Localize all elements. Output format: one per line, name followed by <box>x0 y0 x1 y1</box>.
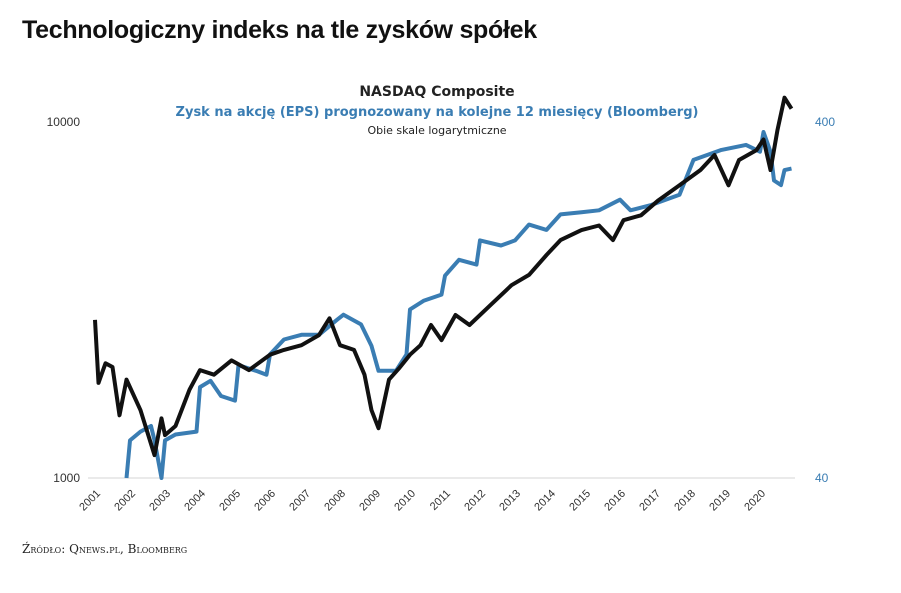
x-tick-label-2004: 2004 <box>182 488 208 514</box>
x-tick-label-2002: 2002 <box>112 488 138 514</box>
x-tick-label-2020: 2020 <box>742 488 768 514</box>
y-left-tick-1000: 1000 <box>53 471 80 485</box>
x-tick-label-2005: 2005 <box>217 488 243 514</box>
y-right-tick-400: 400 <box>815 115 835 129</box>
y-left-tick-10000: 10000 <box>47 115 81 129</box>
x-tick-label-2008: 2008 <box>322 488 348 514</box>
x-tick-label-2018: 2018 <box>672 488 698 514</box>
chart-header-line1: NASDAQ Composite <box>359 84 514 100</box>
x-tick-label-2001: 2001 <box>77 488 103 514</box>
source-note: Źródło: Qnews.pl, Bloomberg <box>22 542 188 556</box>
x-tick-label-2017: 2017 <box>637 488 663 514</box>
x-tick-label-2016: 2016 <box>602 488 628 514</box>
chart-header-line2: Zysk na akcję (EPS) prognozowany na kole… <box>176 105 699 120</box>
chart-title: Technologiczny indeks na tle zysków spół… <box>22 16 537 44</box>
x-tick-label-2013: 2013 <box>497 488 523 514</box>
x-tick-label-2019: 2019 <box>707 488 733 514</box>
y-right-tick-40: 40 <box>815 471 829 485</box>
x-tick-label-2007: 2007 <box>287 488 313 514</box>
x-tick-label-2014: 2014 <box>532 488 558 514</box>
series-line-eps <box>124 130 792 480</box>
x-tick-label-2012: 2012 <box>462 488 488 514</box>
x-tick-label-2003: 2003 <box>147 488 173 514</box>
series-line-nasdaq <box>93 95 794 458</box>
x-tick-label-2015: 2015 <box>567 488 593 514</box>
x-tick-label-2006: 2006 <box>252 488 278 514</box>
x-tick-label-2009: 2009 <box>357 488 383 514</box>
x-tick-label-2010: 2010 <box>392 488 418 514</box>
x-tick-label-2011: 2011 <box>428 488 453 513</box>
chart-header-line3: Obie skale logarytmiczne <box>367 124 506 137</box>
